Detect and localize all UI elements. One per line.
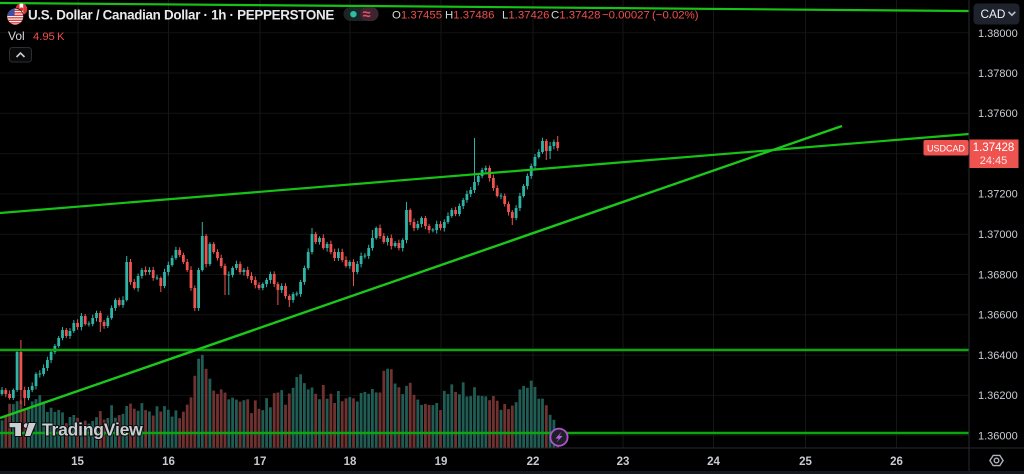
svg-text:1.36600: 1.36600 [978, 310, 1018, 322]
svg-text:1.37600: 1.37600 [978, 108, 1018, 120]
svg-text:H1.37486: H1.37486 [445, 9, 494, 21]
svg-text:(−0.02%): (−0.02%) [652, 9, 699, 21]
svg-text:26: 26 [890, 456, 903, 468]
svg-text:1.36800: 1.36800 [978, 269, 1018, 281]
svg-text:USDCAD: USDCAD [927, 144, 966, 154]
svg-text:1.37200: 1.37200 [978, 189, 1018, 201]
svg-text:1.36400: 1.36400 [978, 350, 1018, 362]
svg-text:−0.00027: −0.00027 [602, 9, 650, 21]
svg-text:L1.37426: L1.37426 [502, 9, 550, 21]
svg-text:U.S. Dollar / Canadian Dollar: U.S. Dollar / Canadian Dollar · 1h · PEP… [28, 7, 334, 22]
svg-text:TradingView: TradingView [42, 420, 143, 440]
svg-text:1.37800: 1.37800 [978, 68, 1018, 80]
svg-text:1.36200: 1.36200 [978, 390, 1018, 402]
svg-text:24:45: 24:45 [980, 155, 1008, 167]
svg-text:1.37428: 1.37428 [973, 142, 1015, 154]
svg-text:23: 23 [617, 456, 630, 468]
svg-text:≈: ≈ [363, 7, 371, 23]
svg-text:22: 22 [527, 456, 540, 468]
svg-text:1.36000: 1.36000 [978, 431, 1018, 443]
svg-text:15: 15 [71, 456, 84, 468]
svg-text:C1.37428: C1.37428 [551, 9, 600, 21]
svg-text:19: 19 [435, 456, 448, 468]
svg-text:25: 25 [799, 456, 812, 468]
svg-text:18: 18 [344, 456, 357, 468]
svg-text:17: 17 [254, 456, 267, 468]
svg-text:1.37000: 1.37000 [978, 229, 1018, 241]
svg-text:O1.37455: O1.37455 [392, 9, 442, 21]
svg-text:Vol: Vol [8, 29, 25, 43]
svg-text:16: 16 [162, 456, 175, 468]
svg-text:24: 24 [707, 456, 720, 468]
svg-text:4.95 K: 4.95 K [33, 31, 65, 43]
svg-text:1.38000: 1.38000 [978, 28, 1018, 40]
svg-text:CAD: CAD [981, 7, 1006, 21]
